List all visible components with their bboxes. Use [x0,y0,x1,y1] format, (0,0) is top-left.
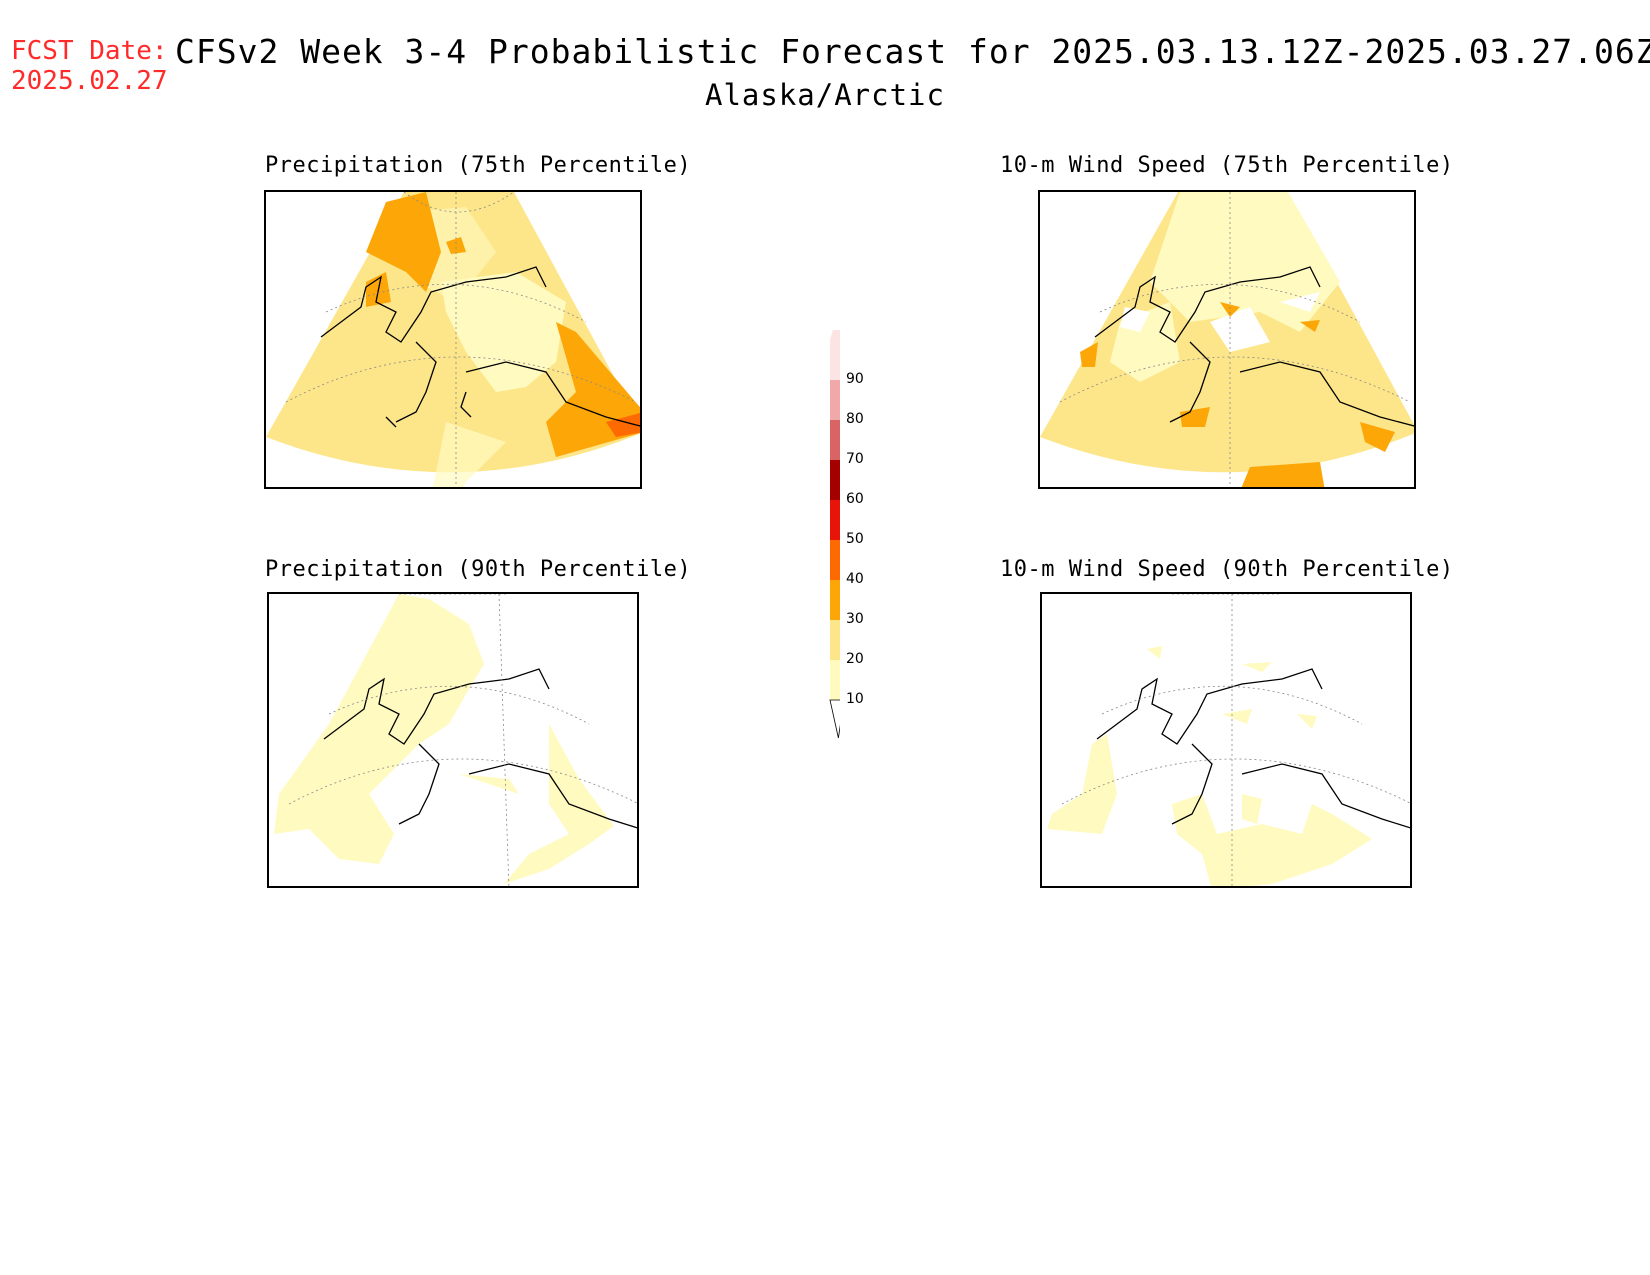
region-subtitle: Alaska/Arctic [705,78,945,112]
legend-swatch [830,500,844,540]
legend-tick-label: 70 [846,451,864,467]
map-panel-wind-90 [1040,592,1412,888]
color-scale-bar [829,310,849,739]
map-panel-wind-75 [1038,190,1416,489]
legend-swatch [830,580,844,620]
legend-swatch [830,460,844,500]
precip-75-map [266,192,640,487]
legend-tick-label: 10 [846,691,864,707]
legend-swatch [830,420,844,460]
wind-75-map [1040,192,1414,487]
panel-title-wind-90: 10-m Wind Speed (90th Percentile) [1000,557,1454,582]
legend-swatch [830,540,844,580]
legend-tick-label: 90 [846,371,864,387]
legend-cap-bottom [829,699,845,739]
legend-swatch [830,340,844,380]
panel-title-precip-90: Precipitation (90th Percentile) [265,557,692,582]
map-panel-precip-90 [267,592,639,888]
forecast-date-value: 2025.02.27 [11,66,168,96]
legend-swatch [830,380,844,420]
legend-swatch [830,660,844,700]
map-panel-precip-75 [264,190,642,489]
precip-90-map [274,594,637,886]
forecast-date-label: FCST Date: [11,36,168,66]
legend-tick-label: 80 [846,411,864,427]
wind-90-map [1047,594,1410,886]
panel-title-precip-75: Precipitation (75th Percentile) [265,153,692,178]
legend-tick-label: 20 [846,651,864,667]
legend-tick-label: 60 [846,491,864,507]
legend-swatch [830,620,844,660]
legend-tick-label: 50 [846,531,864,547]
page-title: CFSv2 Week 3-4 Probabilistic Forecast fo… [175,32,1650,71]
legend-cap-top [830,310,844,340]
legend-tick-label: 40 [846,571,864,587]
color-scale-legend: 10 20 30 40 50 60 70 80 90 [800,310,880,750]
panel-title-wind-75: 10-m Wind Speed (75th Percentile) [1000,153,1454,178]
legend-tick-label: 30 [846,611,864,627]
